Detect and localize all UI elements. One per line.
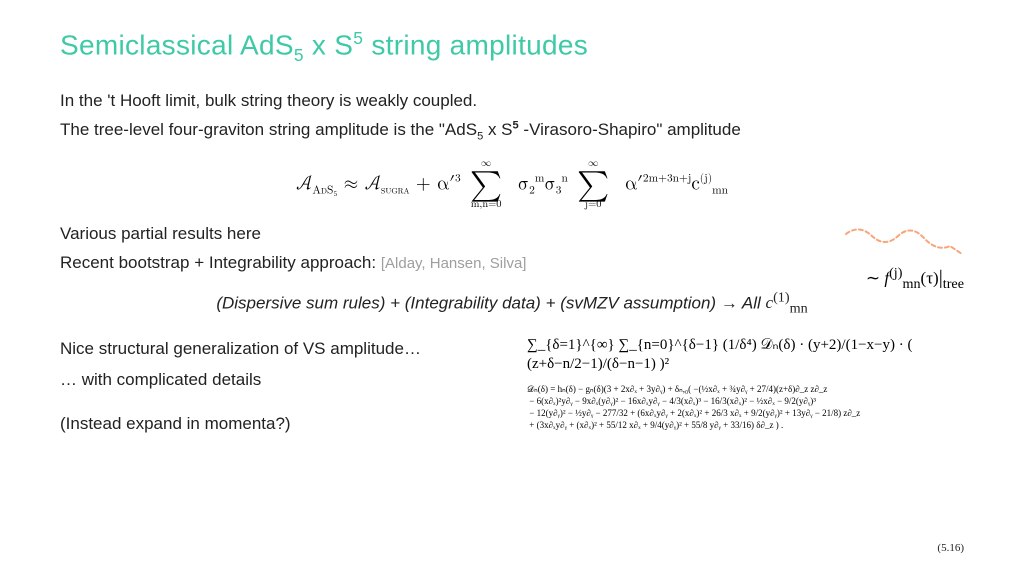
line-italic-summary: (Dispersive sum rules) + (Integrability … [60, 290, 964, 318]
page-title: Semiclassical AdS5 x S5 string amplitude… [60, 28, 964, 66]
title-mid: x S [304, 29, 353, 60]
annotation-text: ∼ f(j)mn(τ)|tree [844, 265, 964, 293]
citation: [Alday, Hansen, Silva] [381, 255, 527, 272]
main-formula: 𝒜AdS₅ ≈ 𝒜sugra + α′3 ∞∑m,n=0 σ2mσ3n ∞∑j=… [60, 159, 964, 210]
line-structural: Nice structural generalization of VS amp… [60, 336, 497, 362]
title-post: string amplitudes [363, 29, 588, 60]
title-sup: 5 [353, 28, 363, 48]
line-thooft: In the 't Hooft limit, bulk string theor… [60, 88, 964, 114]
title-pre: Semiclassical AdS [60, 29, 294, 60]
line-complicated: … with complicated details [60, 367, 497, 393]
title-sub: 5 [294, 45, 304, 65]
line-amplitude: The tree-level four-graviton string ampl… [60, 117, 964, 145]
squiggle-icon [844, 228, 964, 258]
mini-formula: ∑_{δ=1}^{∞} ∑_{n=0}^{δ−1} (1/δ⁴) 𝒟ₙ(δ) ·… [527, 336, 964, 375]
line-partial: Various partial results here [60, 221, 964, 247]
micro-formula: 𝒟ₙ(δ) = hₙ(δ) − gₙ(δ)(3 + 2x∂ₓ + 3y∂ᵧ) +… [527, 383, 964, 432]
annotation-curve: ∼ f(j)mn(τ)|tree [844, 228, 964, 293]
line-bootstrap: Recent bootstrap + Integrability approac… [60, 250, 964, 276]
line-momenta: (Instead expand in momenta?) [60, 411, 497, 437]
equation-number: (5.16) [937, 542, 964, 554]
